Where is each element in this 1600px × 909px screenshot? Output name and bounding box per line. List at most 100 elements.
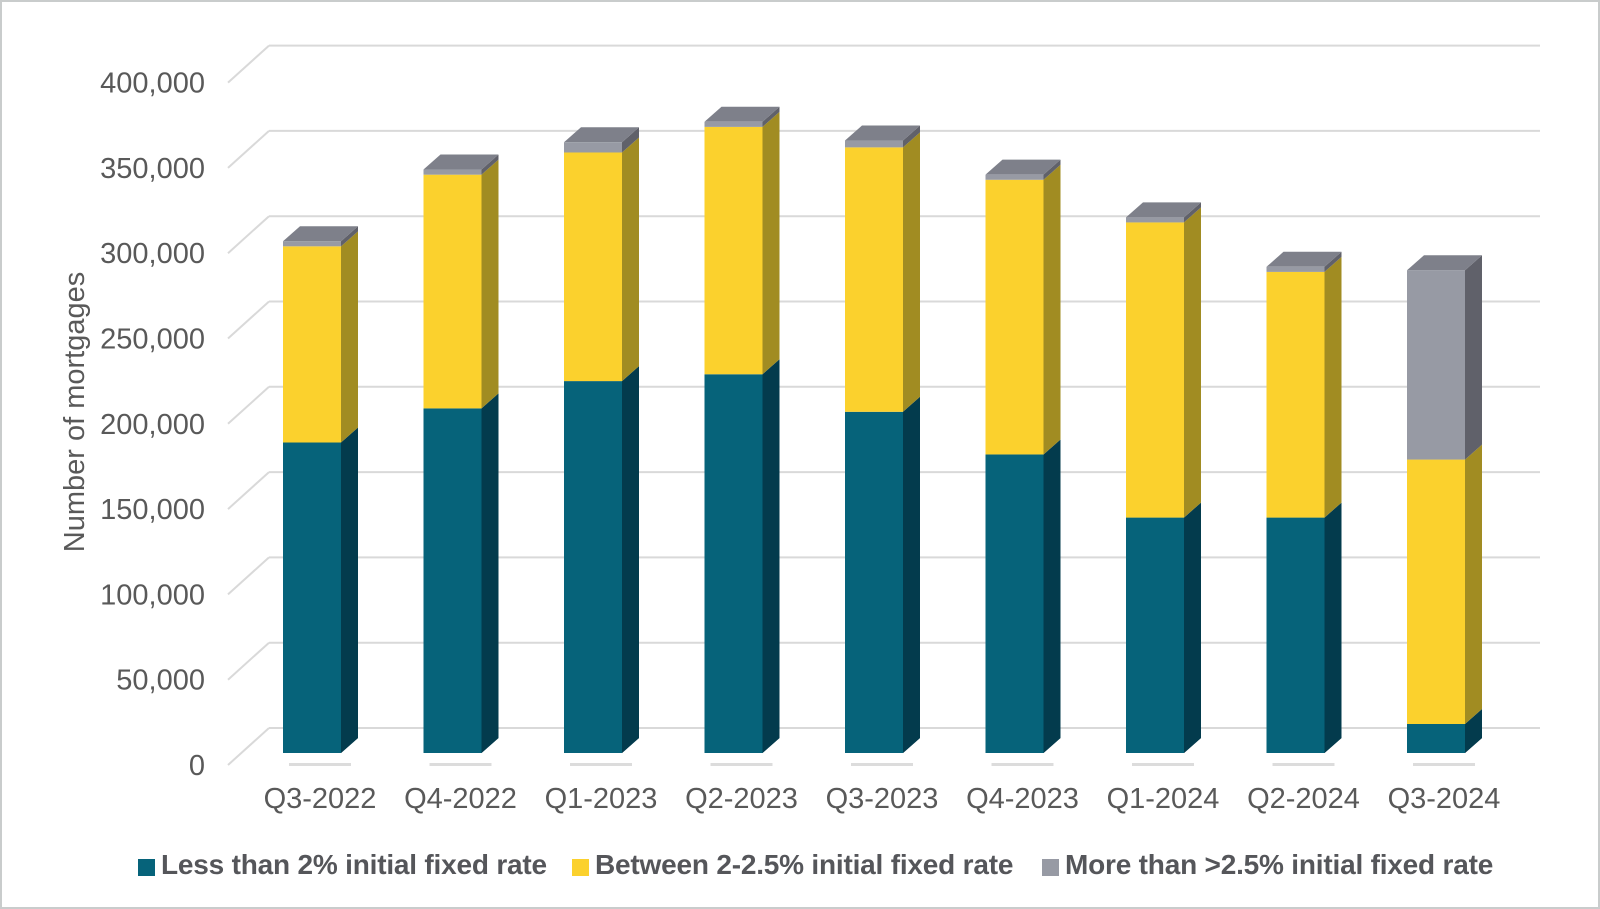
bar-segment-side: [762, 111, 780, 375]
bar-segment-side: [341, 231, 358, 443]
bar-shadow: [710, 763, 773, 766]
bar-segment-side: [1184, 207, 1201, 518]
bar-shadow: [570, 763, 632, 766]
bar-segment-front: [564, 381, 622, 753]
x-axis-label: Q3-2024: [1388, 783, 1501, 815]
legend-swatch: [1042, 859, 1059, 876]
bar-segment-front: [1407, 270, 1465, 460]
bar-segment-front: [704, 121, 763, 127]
bar-segment-front: [845, 147, 903, 412]
gridline-tick-connector: [227, 556, 270, 596]
y-tick-label: 150,000: [100, 494, 205, 526]
y-tick-label: 50,000: [116, 665, 205, 697]
y-tick-label: 100,000: [100, 579, 205, 611]
bar-segment-front: [985, 454, 1044, 753]
bar-segment-side: [1043, 159, 1061, 180]
bar-segment-side: [1465, 255, 1482, 460]
bar-segment-side: [903, 396, 920, 753]
y-tick-label: 350,000: [100, 153, 205, 185]
gridline-tick-connector: [227, 215, 270, 254]
gridline-tick-connector: [227, 471, 270, 510]
x-axis-label: Q4-2023: [966, 783, 1079, 815]
bar-segment-side: [622, 137, 639, 382]
bar-segment-side: [903, 125, 920, 148]
bar-shadow: [1132, 763, 1194, 766]
bar-segment-front: [1126, 517, 1184, 753]
bar-shadow: [1272, 763, 1335, 766]
bar-segment-side: [762, 359, 780, 753]
x-axis-label: Q1-2024: [1107, 783, 1220, 815]
bar-segment-front: [985, 174, 1044, 180]
bar-top-face: [1126, 202, 1201, 218]
x-axis-label: Q2-2023: [685, 783, 798, 815]
bar-shadow: [1413, 763, 1475, 766]
x-axis-label: Q3-2023: [826, 783, 939, 815]
y-axis-title: Number of mortgages: [59, 272, 91, 552]
y-tick-label: 400,000: [100, 68, 205, 100]
bar-segment-front: [1266, 517, 1325, 753]
bar-segment-side: [1324, 251, 1342, 272]
bar-segment-front: [1126, 217, 1184, 223]
bar-top-face: [985, 159, 1061, 175]
legend-label: Less than 2% initial fixed rate: [161, 849, 547, 880]
bar-segment-front: [704, 126, 763, 375]
gridline-tick-connector: [227, 130, 270, 169]
bar-segment-front: [845, 411, 903, 753]
y-tick-label: 0: [189, 750, 205, 782]
bar-segment-side: [1184, 502, 1201, 753]
bar-segment-front: [1407, 459, 1465, 724]
gridline-tick-connector: [227, 641, 270, 681]
x-axis-label: Q2-2024: [1247, 783, 1360, 815]
bar-segment-side: [341, 226, 358, 247]
legend-swatch: [138, 859, 155, 876]
gridline-tick-connector: [227, 300, 270, 340]
bar-segment-front: [985, 179, 1044, 455]
gridline-tick-connector: [227, 727, 270, 766]
bar-segment-side: [622, 366, 639, 753]
x-axis-label: Q3-2022: [264, 783, 377, 815]
bar-segment-front: [845, 140, 903, 148]
bar-segment-front: [423, 169, 482, 175]
bar-segment-front: [1407, 723, 1465, 753]
bar-segment-front: [1266, 266, 1325, 272]
bar-segment-side: [1043, 439, 1061, 753]
gridline-tick-connector: [227, 386, 270, 425]
bar-top-face: [845, 125, 920, 141]
bar-segment-front: [564, 152, 622, 382]
bar-top-face: [1407, 255, 1482, 271]
gridline-tick-connector: [227, 44, 270, 84]
bar-segment-front: [423, 174, 482, 409]
bar-segment-side: [341, 427, 358, 753]
bar-top-face: [283, 226, 358, 242]
y-tick-label: 300,000: [100, 238, 205, 270]
bar-shadow: [851, 763, 913, 766]
bar-top-face: [1266, 251, 1342, 267]
legend-label: Between 2-2.5% initial fixed rate: [595, 849, 1013, 880]
bar-shadow: [429, 763, 492, 766]
bar-segment-side: [1184, 202, 1201, 223]
bar-segment-side: [1043, 164, 1061, 455]
bar-segment-front: [283, 241, 341, 247]
bar-segment-side: [481, 154, 499, 175]
bar-shadow: [991, 763, 1054, 766]
bar-segment-side: [903, 132, 920, 412]
bar-top-face: [564, 127, 639, 143]
bar-segment-front: [423, 408, 482, 753]
bar-segment-side: [481, 159, 499, 409]
bar-top-face: [704, 106, 780, 122]
bar-segment-side: [622, 127, 639, 153]
bar-top-face: [423, 154, 499, 170]
bar-segment-side: [481, 393, 499, 753]
bar-segment-front: [283, 442, 341, 753]
bar-segment-side: [1324, 502, 1342, 753]
y-tick-label: 250,000: [100, 324, 205, 356]
bar-segment-side: [762, 106, 780, 127]
bar-segment-front: [564, 142, 622, 153]
bar-segment-front: [1126, 222, 1184, 518]
bar-segment-front: [1266, 271, 1325, 518]
x-axis-label: Q4-2022: [404, 783, 517, 815]
bar-segment-side: [1324, 256, 1342, 518]
bar-shadow: [289, 763, 351, 766]
bar-segment-front: [283, 246, 341, 443]
